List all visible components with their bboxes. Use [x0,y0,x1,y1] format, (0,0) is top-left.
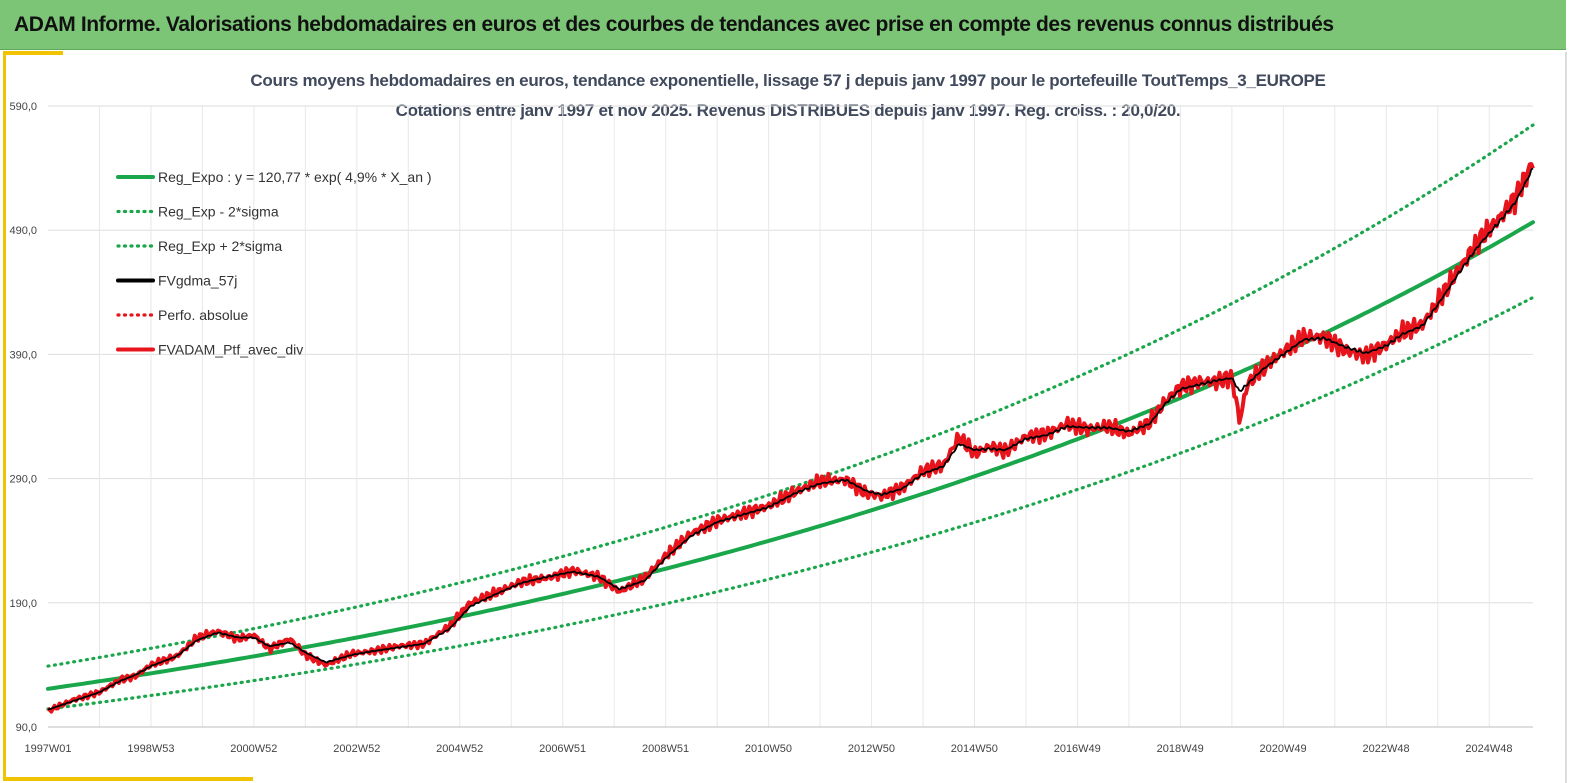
accent-bar-left [3,51,6,779]
legend-fvadam-ptf: FVADAM_Ptf_avec_div [116,342,303,358]
reg-exp-minus-2sigma-line [46,295,1535,711]
accent-bar-top [3,51,63,55]
y-tick-label: 490,0 [9,225,37,237]
x-tick-label: 2024W48 [1465,743,1512,755]
x-tick-label: 2002W52 [333,743,380,755]
grid-layer [48,105,1533,727]
legend-label: FVADAM_Ptf_avec_div [158,342,303,358]
accent-bar-bottom [3,777,253,781]
legend: Reg_Expo : y = 120,77 * exp( 4,9% * X_an… [116,169,432,358]
y-tick-label: 290,0 [9,474,37,486]
legend-fvgdma-57j: FVgdma_57j [116,273,237,289]
legend-label: FVgdma_57j [158,273,237,289]
x-tick-label: 2016W49 [1054,743,1101,755]
fvgdma-57j-line [47,167,1534,711]
x-tick-label: 2018W49 [1157,743,1204,755]
y-tick-label: 90,0 [16,722,37,734]
frame-right-edge [1565,52,1567,783]
y-tick-label: 190,0 [9,598,37,610]
x-tick-label: 2008W51 [642,743,689,755]
x-tick-label: 1997W01 [24,743,71,755]
x-tick-label: 2000W52 [230,743,277,755]
header-banner: ADAM Informe. Valorisations hebdomadaire… [0,0,1566,50]
legend-label: Reg_Expo : y = 120,77 * exp( 4,9% * X_an… [158,169,432,185]
legend-label: Reg_Exp + 2*sigma [158,238,282,254]
series-layer [46,123,1535,714]
axis-layer: 90,0 190,0 290,0 390,0 490,0 590,0 1997W01 1998… [9,101,1533,755]
x-tick-label: 2010W50 [745,743,792,755]
x-tick-label: 2004W52 [436,743,483,755]
banner-title: ADAM Informe. Valorisations hebdomadaire… [14,13,1334,36]
reg-expo-line [46,220,1535,691]
x-tick-label: 2014W50 [951,743,998,755]
legend-label: Reg_Exp - 2*sigma [158,204,279,220]
legend-perfo-absolue: Perfo. absolue [116,307,248,323]
legend-reg-expo: Reg_Expo : y = 120,77 * exp( 4,9% * X_an… [116,169,432,185]
x-tick-label: 2006W51 [539,743,586,755]
y-tick-label: 590,0 [9,101,37,113]
x-tick-label: 2020W49 [1260,743,1307,755]
x-tick-label: 1998W53 [127,743,174,755]
x-tick-label: 2012W50 [848,743,895,755]
legend-reg-exp-minus: Reg_Exp - 2*sigma [116,204,279,220]
legend-reg-exp-plus: Reg_Exp + 2*sigma [116,238,282,254]
x-tick-label: 2022W48 [1362,743,1409,755]
y-tick-label: 390,0 [9,349,37,361]
legend-label: Perfo. absolue [158,307,248,323]
chart-title: Cours moyens hebdomadaires en euros, ten… [250,71,1326,90]
